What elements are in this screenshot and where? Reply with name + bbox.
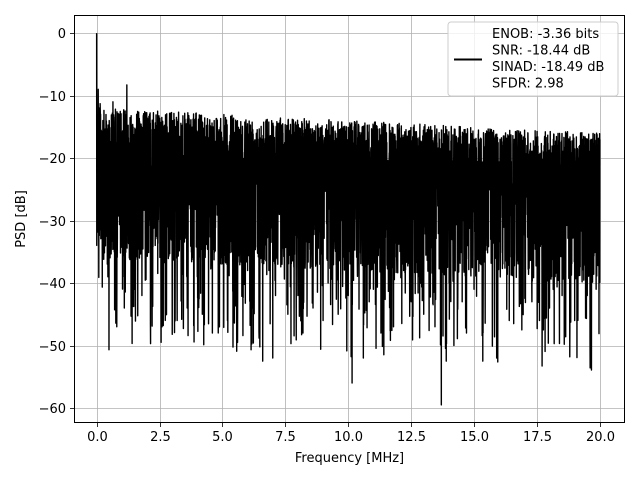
x-tick-label: 7.5 <box>275 430 296 445</box>
x-tick-label: 17.5 <box>523 430 552 445</box>
legend-box <box>447 21 619 97</box>
x-tick-label: 0.0 <box>87 430 108 445</box>
plot-frame <box>74 15 625 423</box>
y-axis-label: PSD [dB] <box>14 190 29 248</box>
psd-series-line <box>95 33 601 406</box>
legend-line-sfdr: SFDR: 2.98 <box>492 77 564 92</box>
y-tick-label: −30 <box>39 215 66 230</box>
legend: ENOB: -3.36 bits SNR: -18.44 dB SINAD: -… <box>447 21 619 97</box>
y-tick-label: −60 <box>39 402 66 417</box>
x-axis-label: Frequency [MHz] <box>295 451 404 466</box>
legend-line-sinad: SINAD: -18.49 dB <box>492 60 604 75</box>
x-tick-label: 20.0 <box>586 430 615 445</box>
y-tick-label: −20 <box>39 152 66 167</box>
x-tick-label: 10.0 <box>334 430 363 445</box>
y-tick-label: −50 <box>39 340 66 355</box>
series-layer <box>95 33 601 406</box>
y-tick-label: 0 <box>58 27 66 42</box>
legend-line-enob: ENOB: -3.36 bits <box>492 27 599 42</box>
x-tick-label: 15.0 <box>460 430 489 445</box>
x-tick-label: 2.5 <box>150 430 171 445</box>
legend-line-snr: SNR: -18.44 dB <box>492 44 590 59</box>
y-tick-label: −40 <box>39 277 66 292</box>
ticks: 0.0 2.5 5.0 7.5 10.0 12.5 15.0 17.5 20.0 0 −10 −20 −… <box>39 27 615 445</box>
x-tick-label: 12.5 <box>397 430 426 445</box>
x-tick-label: 5.0 <box>212 430 233 445</box>
y-tick-label: −10 <box>39 90 66 105</box>
